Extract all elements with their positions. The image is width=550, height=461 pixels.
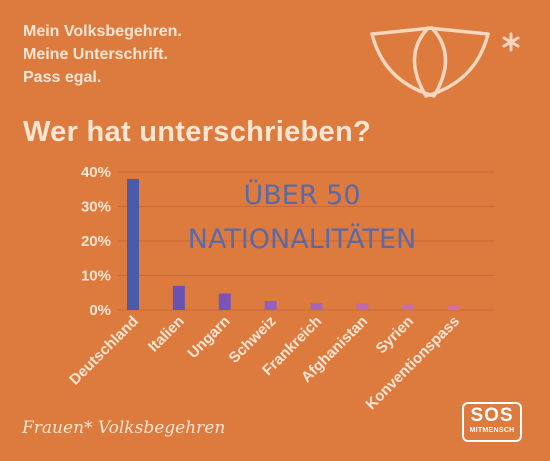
y-tick-label: 40% xyxy=(81,164,111,181)
bar-konventionspass xyxy=(448,305,461,310)
slogan: Mein Volksbegehren. Meine Unterschrift. … xyxy=(23,20,182,89)
bar-italien xyxy=(172,285,185,310)
x-tick-label: Deutschland xyxy=(66,313,142,389)
bar-syrien xyxy=(402,304,415,310)
slogan-line-3: Pass egal. xyxy=(23,69,102,86)
annotation-line-1: ÜBER 50 xyxy=(243,179,360,211)
sos-mitmensch-logo: SOS MITMENSCH xyxy=(462,402,522,442)
volksbegehren-logo-icon xyxy=(364,12,534,106)
y-tick-label: 10% xyxy=(81,268,111,285)
slogan-line-2: Meine Unterschrift. xyxy=(23,46,168,63)
bar-frankreich xyxy=(310,303,323,310)
slogan-line-1: Mein Volksbegehren. xyxy=(23,23,182,40)
y-tick-label: 20% xyxy=(81,233,111,250)
bar-ungarn xyxy=(218,293,231,310)
sos-logo-subtext: MITMENSCH xyxy=(469,427,515,434)
y-tick-label: 0% xyxy=(89,302,111,319)
x-tick-label: Syrien xyxy=(373,313,417,357)
y-tick-label: 30% xyxy=(81,199,111,216)
bar-deutschland xyxy=(127,178,139,310)
asterisk-icon xyxy=(502,32,520,52)
x-tick-label: Italien xyxy=(145,313,188,356)
sos-logo-text: SOS xyxy=(470,405,514,426)
bar-schweiz xyxy=(264,301,277,310)
annotation-line-2: NATIONALITÄTEN xyxy=(188,223,416,255)
page-title: Wer hat unterschrieben? xyxy=(23,116,371,148)
bar-afghanistan xyxy=(356,303,369,310)
frauen-volksbegehren-logo: Frauen* Volksbegehren xyxy=(22,418,226,438)
